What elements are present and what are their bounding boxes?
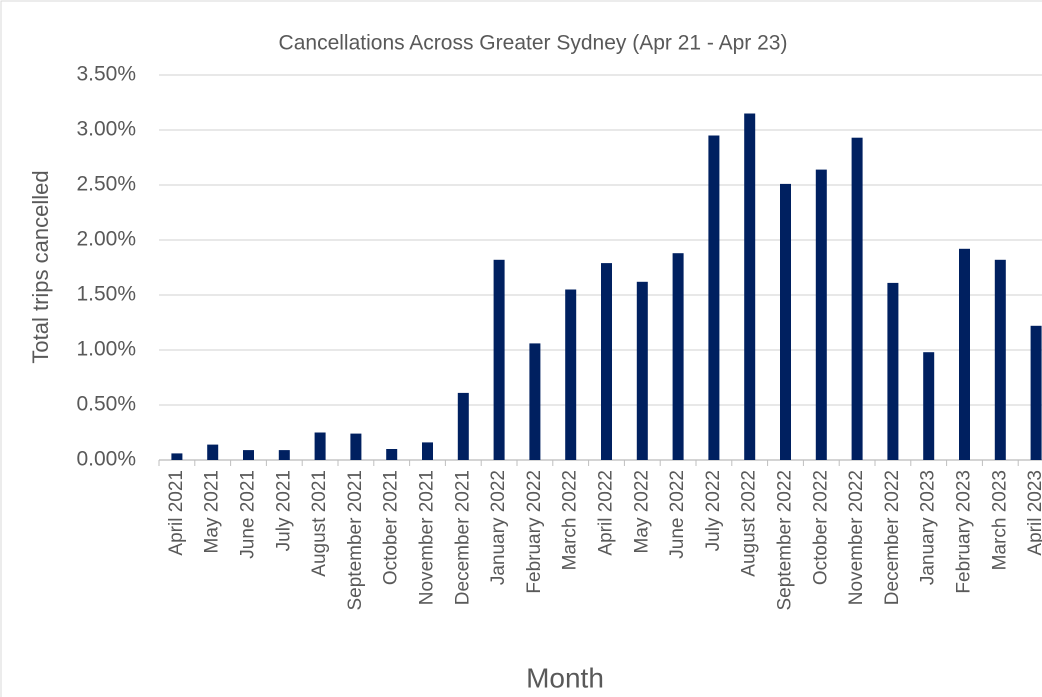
bar (493, 259, 505, 460)
x-tick-label: February 2023 (954, 470, 975, 594)
x-tick-label: September 2022 (775, 470, 796, 611)
bar (422, 442, 433, 460)
x-tick-label: June 2021 (238, 470, 259, 559)
x-tick-label: February 2022 (524, 470, 545, 594)
y-tick-label: 3.50% (76, 63, 136, 86)
y-tick-label: 2.00% (76, 228, 136, 251)
x-tick-label: October 2022 (810, 470, 831, 585)
bar (887, 282, 899, 460)
bar (744, 113, 756, 460)
bar (278, 450, 290, 460)
bar (851, 137, 863, 460)
bar (923, 352, 935, 460)
x-tick-label: March 2023 (989, 470, 1010, 570)
y-tick-label: 1.50% (76, 283, 136, 306)
bar (994, 259, 1006, 460)
x-tick-label: December 2021 (452, 470, 473, 605)
x-tick-label: January 2022 (488, 470, 509, 585)
x-axis-label: Month (526, 662, 604, 693)
bar (171, 453, 183, 460)
y-tick-label: 3.00% (76, 118, 136, 141)
bar (386, 449, 398, 460)
bar (457, 392, 469, 460)
bar (601, 263, 612, 460)
x-tick-label: November 2022 (846, 470, 867, 605)
x-tick-label: May 2022 (631, 470, 652, 553)
bar (207, 444, 219, 460)
x-tick-label: April 2021 (166, 470, 187, 556)
bar (672, 253, 684, 460)
x-tick-label: April 2023 (1025, 470, 1042, 556)
y-tick-label: 2.50% (76, 173, 136, 196)
x-tick-label: January 2023 (918, 470, 939, 585)
x-tick-label: June 2022 (667, 470, 688, 559)
x-tick-label: December 2022 (882, 470, 903, 605)
bar (350, 433, 362, 460)
bar (243, 450, 254, 460)
x-tick-label: August 2022 (739, 470, 760, 577)
x-tick-label: September 2021 (345, 470, 366, 611)
x-tick-label: May 2021 (202, 470, 223, 553)
chart-title: Cancellations Across Greater Sydney (Apr… (279, 32, 788, 55)
x-tick-label: April 2022 (596, 470, 617, 556)
x-tick-label: October 2021 (381, 470, 402, 585)
x-tick-label: July 2022 (703, 470, 724, 551)
bar (708, 135, 720, 460)
y-tick-label: 0.50% (76, 393, 136, 416)
bar (529, 343, 541, 460)
bar (1030, 325, 1042, 460)
bar (959, 248, 970, 460)
bar (780, 183, 791, 460)
x-tick-label: March 2022 (560, 470, 581, 570)
bar (636, 281, 648, 460)
bar (565, 289, 577, 460)
y-axis-label: Total trips cancelled (28, 170, 53, 363)
x-tick-label: November 2021 (417, 470, 438, 605)
y-tick-label: 1.00% (76, 338, 136, 361)
bar (815, 169, 827, 460)
bar (314, 432, 326, 460)
x-tick-label: July 2021 (273, 470, 294, 551)
x-tick-label: August 2021 (309, 470, 330, 577)
y-tick-label: 0.00% (76, 448, 136, 471)
